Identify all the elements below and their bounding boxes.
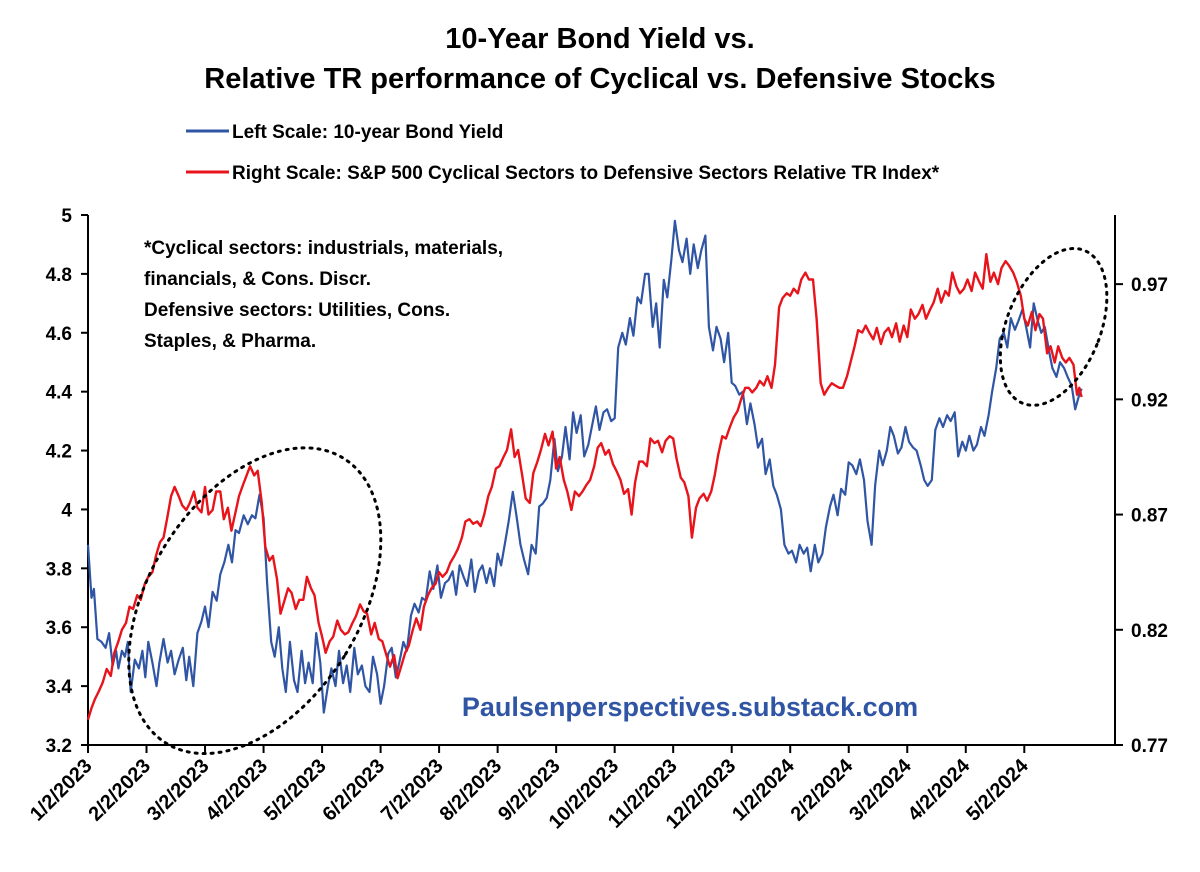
right-y-ticks: 0.77 0.82 0.87 0.92 0.97 bbox=[1115, 275, 1168, 757]
x-tick-label: 1/2/2023 bbox=[26, 755, 97, 826]
left-y-ticks: 3.2 3.4 3.6 3.8 4 4.2 4.4 4.6 4.8 5 bbox=[46, 206, 88, 757]
left-tick-label: 3.2 bbox=[46, 736, 72, 757]
left-tick-label: 3.8 bbox=[46, 559, 72, 580]
x-tick-label: 8/2/2023 bbox=[436, 755, 507, 826]
note-line-3: Defensive sectors: Utilities, Cons. bbox=[144, 300, 450, 321]
x-tick-label: 6/2/2023 bbox=[319, 755, 390, 826]
sector-note: *Cyclical sectors: industrials, material… bbox=[144, 238, 503, 352]
legend-label-relative-tr: Right Scale: S&P 500 Cyclical Sectors to… bbox=[232, 163, 940, 184]
highlight-ellipse-spring-2024 bbox=[998, 247, 1109, 407]
x-tick-label: 4/2/2023 bbox=[201, 755, 272, 826]
right-tick-label: 0.92 bbox=[1131, 390, 1168, 411]
left-tick-label: 3.4 bbox=[46, 677, 73, 698]
left-tick-label: 5 bbox=[61, 206, 72, 227]
chart-title-line-1: 10-Year Bond Yield vs. bbox=[445, 23, 754, 55]
legend-label-yield: Left Scale: 10-year Bond Yield bbox=[232, 122, 503, 143]
right-tick-label: 0.82 bbox=[1131, 621, 1168, 642]
x-tick-label: 4/2/2024 bbox=[904, 754, 975, 825]
x-ticks: 1/2/20232/2/20233/2/20234/2/20235/2/2023… bbox=[26, 745, 1033, 833]
note-line-1: *Cyclical sectors: industrials, material… bbox=[144, 238, 503, 259]
series-line-relative-tr bbox=[86, 253, 1083, 721]
right-tick-label: 0.97 bbox=[1131, 275, 1168, 296]
left-tick-label: 4 bbox=[61, 500, 72, 521]
x-tick-label: 3/2/2023 bbox=[143, 755, 214, 826]
watermark-text: Paulsenperspectives.substack.com bbox=[462, 692, 918, 722]
x-tick-label: 5/2/2024 bbox=[962, 754, 1033, 825]
x-tick-label: 1/2/2024 bbox=[728, 754, 799, 825]
chart-title-line-2: Relative TR performance of Cyclical vs. … bbox=[204, 63, 995, 95]
note-line-4: Staples, & Pharma. bbox=[144, 331, 316, 352]
left-tick-label: 4.8 bbox=[46, 265, 72, 286]
right-tick-label: 0.87 bbox=[1131, 506, 1168, 527]
series-line-bond-yield bbox=[86, 219, 1083, 714]
x-tick-label: 2/2/2023 bbox=[84, 755, 155, 826]
legend: Left Scale: 10-year Bond Yield Right Sca… bbox=[186, 122, 940, 184]
right-tick-label: 0.77 bbox=[1131, 736, 1168, 757]
left-tick-label: 3.6 bbox=[46, 618, 72, 639]
left-tick-label: 4.6 bbox=[46, 324, 72, 345]
left-tick-label: 4.2 bbox=[46, 442, 72, 463]
highlight-ellipse-early-2023 bbox=[127, 446, 383, 756]
x-tick-label: 2/2/2024 bbox=[787, 754, 858, 825]
x-tick-label: 5/2/2023 bbox=[260, 755, 331, 826]
left-tick-label: 4.4 bbox=[46, 383, 73, 404]
note-line-2: financials, & Cons. Discr. bbox=[144, 269, 371, 290]
x-tick-label: 3/2/2024 bbox=[845, 754, 916, 825]
x-tick-label: 7/2/2023 bbox=[377, 755, 448, 826]
